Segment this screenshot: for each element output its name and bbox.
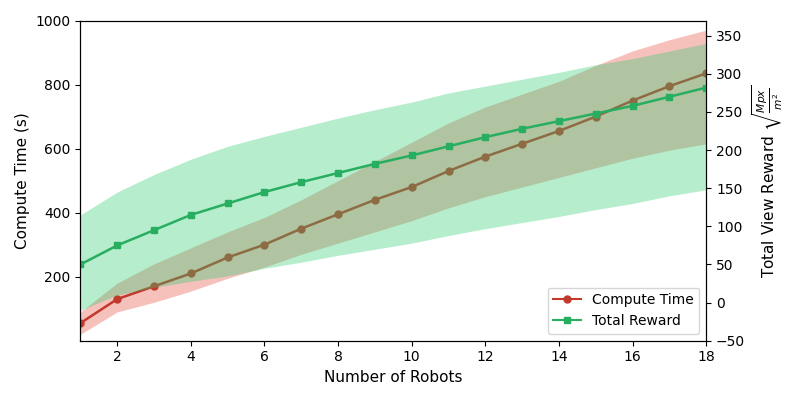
Line: Total Reward: Total Reward [77, 84, 710, 268]
Total Reward [260, 190, 270, 194]
Total Reward [76, 262, 86, 267]
Y-axis label: Total View Reward $\sqrt{\frac{Mpx}{m^2}}$: Total View Reward $\sqrt{\frac{Mpx}{m^2}… [750, 84, 785, 278]
Total Reward [113, 243, 122, 248]
Compute Time [554, 128, 564, 133]
X-axis label: Number of Robots: Number of Robots [324, 370, 462, 385]
Compute Time [297, 226, 306, 231]
Total Reward [481, 135, 490, 140]
Total Reward [150, 228, 159, 232]
Compute Time [444, 169, 454, 174]
Compute Time [260, 242, 270, 247]
Legend: Compute Time, Total Reward: Compute Time, Total Reward [547, 288, 699, 334]
Total Reward [665, 94, 674, 99]
Compute Time [76, 321, 86, 326]
Total Reward [334, 170, 343, 175]
Compute Time [223, 255, 233, 260]
Line: Compute Time: Compute Time [77, 70, 710, 326]
Compute Time [481, 154, 490, 159]
Total Reward [186, 212, 196, 217]
Total Reward [628, 104, 638, 108]
Total Reward [702, 85, 711, 90]
Total Reward [518, 126, 527, 131]
Total Reward [591, 111, 601, 116]
Compute Time [370, 198, 380, 202]
Total Reward [554, 119, 564, 124]
Total Reward [297, 180, 306, 184]
Total Reward [407, 153, 417, 158]
Compute Time [665, 84, 674, 88]
Compute Time [518, 141, 527, 146]
Compute Time [628, 98, 638, 103]
Compute Time [334, 212, 343, 217]
Compute Time [113, 297, 122, 302]
Y-axis label: Compute Time (s): Compute Time (s) [15, 112, 30, 249]
Compute Time [150, 284, 159, 289]
Total Reward [223, 201, 233, 206]
Compute Time [591, 114, 601, 119]
Compute Time [186, 271, 196, 276]
Compute Time [407, 185, 417, 190]
Total Reward [444, 144, 454, 149]
Compute Time [702, 71, 711, 76]
Total Reward [370, 162, 380, 166]
